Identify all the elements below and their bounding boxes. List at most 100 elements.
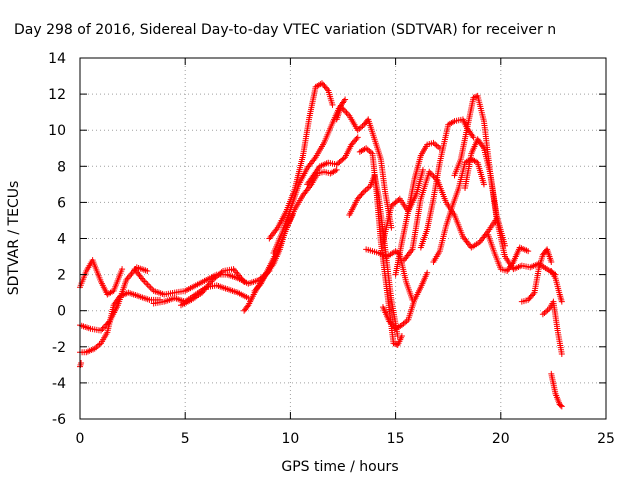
- data-points: [77, 80, 565, 410]
- data-point: [324, 86, 331, 93]
- x-tick-label: 20: [492, 431, 510, 447]
- data-point: [255, 283, 262, 290]
- data-point: [433, 142, 440, 149]
- data-point: [349, 140, 356, 147]
- y-tick-label: -6: [52, 412, 66, 428]
- data-track: [379, 269, 431, 332]
- data-track: [430, 156, 487, 265]
- y-tick-label: 12: [48, 87, 66, 103]
- data-point: [146, 283, 153, 290]
- data-point: [526, 295, 533, 302]
- data-point: [364, 146, 371, 153]
- data-track: [77, 360, 85, 370]
- data-point: [244, 303, 251, 310]
- data-point: [558, 298, 565, 305]
- data-point: [350, 138, 357, 145]
- data-track: [356, 145, 405, 348]
- data-track: [304, 134, 361, 188]
- data-track: [401, 168, 500, 264]
- data-point: [528, 292, 535, 299]
- grid: [80, 58, 606, 419]
- data-track: [77, 257, 126, 298]
- y-tick-label: 0: [57, 304, 66, 320]
- data-point: [354, 195, 361, 202]
- data-point: [241, 278, 248, 285]
- y-tick-label: 2: [57, 268, 66, 284]
- data-point: [364, 185, 371, 192]
- data-track: [266, 80, 336, 242]
- data-point: [527, 293, 534, 300]
- data-point: [342, 108, 349, 115]
- data-point: [348, 141, 355, 148]
- data-point: [96, 341, 103, 348]
- data-point: [343, 109, 350, 116]
- x-tick-label: 10: [281, 431, 299, 447]
- data-point: [119, 266, 126, 273]
- data-point: [128, 270, 135, 277]
- data-point: [398, 332, 405, 339]
- data-point: [429, 171, 436, 178]
- data-point: [125, 273, 132, 280]
- data-point: [141, 278, 148, 285]
- data-point: [544, 307, 551, 314]
- data-point: [358, 191, 365, 198]
- y-tick-label: -4: [52, 376, 66, 392]
- data-point: [99, 326, 106, 333]
- y-tick-label: 14: [48, 51, 66, 67]
- data-point: [321, 83, 328, 90]
- data-point: [391, 340, 398, 347]
- x-tick-label: 25: [597, 431, 615, 447]
- data-point: [333, 166, 340, 173]
- data-point: [539, 311, 546, 318]
- data-point: [387, 319, 394, 326]
- data-point: [143, 280, 150, 287]
- data-point: [144, 267, 151, 274]
- y-tick-label: 6: [57, 195, 66, 211]
- data-point: [320, 81, 327, 88]
- data-point: [352, 137, 359, 144]
- data-point: [357, 124, 364, 131]
- data-point: [340, 155, 347, 162]
- data-point: [355, 194, 362, 201]
- data-point: [354, 134, 361, 141]
- data-track: [548, 370, 565, 410]
- y-axis-label: SDTVAR / TECUs: [6, 181, 22, 296]
- data-point: [147, 284, 154, 291]
- data-point: [251, 287, 258, 294]
- x-tick-label: 0: [76, 431, 85, 447]
- data-track: [333, 103, 395, 231]
- plot-frame: [79, 57, 607, 420]
- data-point: [541, 309, 548, 316]
- data-point: [390, 322, 397, 329]
- data-point: [470, 134, 477, 141]
- y-tick-label: -2: [52, 340, 66, 356]
- data-point: [388, 321, 395, 328]
- data-point: [471, 94, 478, 101]
- y-tick-label: 8: [57, 159, 66, 175]
- data-point: [395, 196, 402, 203]
- data-point: [329, 101, 336, 108]
- data-point: [525, 296, 532, 303]
- data-point: [254, 284, 261, 291]
- data-point: [557, 402, 564, 409]
- data-track: [392, 139, 443, 278]
- data-point: [435, 143, 442, 150]
- data-point: [94, 342, 101, 349]
- data-point: [353, 135, 360, 142]
- y-tick-label: 4: [57, 232, 66, 248]
- data-point: [144, 281, 151, 288]
- data-track: [485, 231, 532, 274]
- data-point: [127, 272, 134, 279]
- data-track: [548, 267, 565, 305]
- data-point: [342, 96, 349, 103]
- data-point: [558, 403, 565, 410]
- data-track: [177, 266, 248, 309]
- data-track: [518, 246, 555, 305]
- data-point: [525, 248, 532, 255]
- data-point: [480, 181, 487, 188]
- data-point: [424, 269, 431, 276]
- data-track: [539, 298, 565, 358]
- data-point: [543, 308, 550, 315]
- data-point: [558, 351, 565, 358]
- data-track: [77, 289, 163, 356]
